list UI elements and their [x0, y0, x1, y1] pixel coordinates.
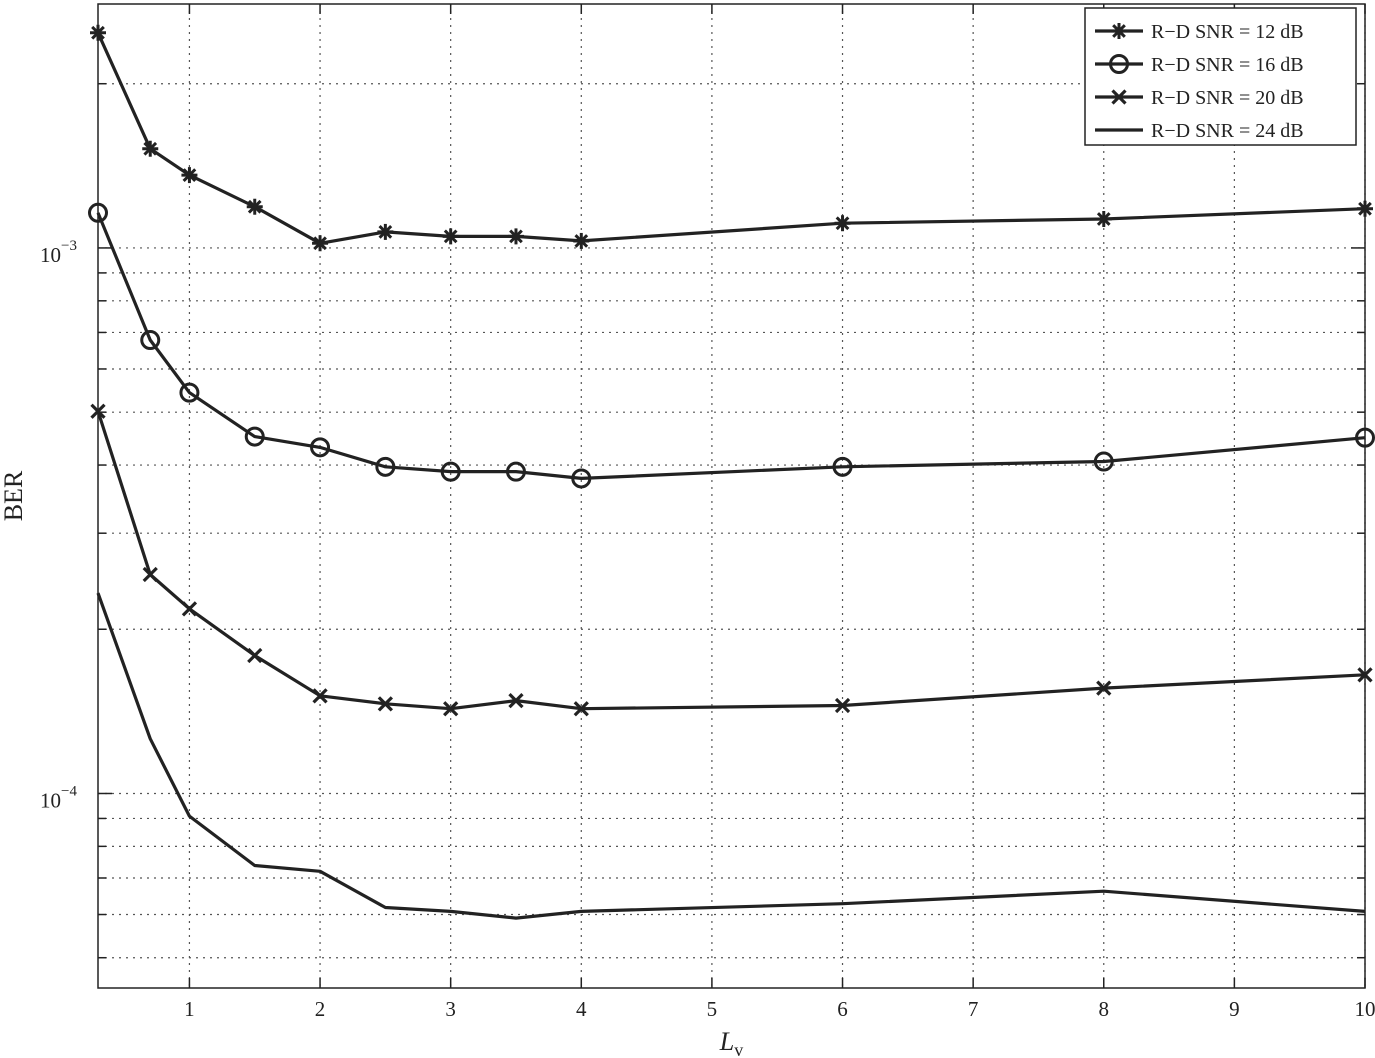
y-axis-label: BER: [0, 470, 28, 521]
x-axis-label-main: L: [719, 1027, 734, 1056]
data-point-marker-asterisk: [1095, 210, 1112, 227]
plot-frame: [97, 3, 1366, 989]
data-point-marker-circle: [375, 456, 396, 477]
data-point-marker-asterisk: [573, 232, 590, 249]
series-line: [96, 212, 1366, 480]
data-point-marker-circle: [1109, 54, 1129, 74]
x-tick-label: 1: [184, 997, 195, 1021]
data-point-marker-asterisk: [1111, 23, 1127, 39]
series-line: [96, 32, 1366, 245]
data-point-marker-asterisk: [246, 198, 263, 215]
legend-item-3: R−D SNR = 20 dB: [1095, 87, 1304, 109]
data-point-marker-asterisk: [181, 167, 198, 184]
y-tick-label: 10−3: [40, 238, 77, 267]
series-3: [90, 403, 1373, 717]
marker-stroke: [312, 688, 328, 704]
marker-stroke: [247, 647, 263, 664]
marker-stroke: [1096, 212, 1111, 226]
data-point-marker-x: [142, 566, 158, 583]
marker-stroke: [835, 216, 850, 231]
data-point-marker-x: [508, 692, 524, 709]
marker-stroke: [1096, 680, 1112, 696]
data-point-marker-x: [1096, 680, 1112, 696]
marker-stroke: [509, 229, 523, 244]
marker-stroke: [574, 234, 589, 248]
marker-stroke: [182, 168, 197, 182]
data-point-marker-circle: [832, 456, 853, 477]
data-point-marker-asterisk: [834, 215, 851, 232]
legend-label: R−D SNR = 20 dB: [1151, 87, 1304, 109]
x-tick-label: 10: [1355, 997, 1375, 1021]
y-tick-label-exponent: −4: [61, 783, 77, 799]
marker-stroke: [1112, 24, 1126, 38]
x-tick-label: 4: [576, 997, 587, 1021]
marker-stroke: [181, 601, 198, 617]
legend: R−D SNR = 12 dB R−D SNR = 16 dB R−D SNR = …: [1084, 7, 1357, 146]
x-tick-label: 8: [1099, 997, 1110, 1021]
x-tick-label: 6: [837, 997, 848, 1021]
data-point-marker-x: [443, 701, 459, 717]
data-point-marker-asterisk: [507, 228, 524, 245]
data-point-marker-circle: [505, 461, 526, 482]
y-tick-label: 10−4: [40, 783, 77, 812]
data-point-marker-asterisk: [312, 235, 329, 252]
marker-stroke: [377, 696, 393, 712]
marker-stroke: [143, 141, 158, 156]
series-line: [96, 592, 1366, 920]
data-point-marker-asterisk: [142, 140, 159, 157]
data-point-marker-circle: [179, 382, 200, 403]
data-point-marker-asterisk: [442, 228, 459, 245]
marker-stroke: [834, 697, 851, 714]
data-point-marker-x: [834, 697, 851, 714]
y-tick-label-base: 10: [40, 788, 61, 812]
data-point-marker-x: [1111, 89, 1127, 105]
x-tick-label: 7: [968, 997, 979, 1021]
data-point-marker-circle: [440, 461, 461, 482]
x-tick-label: 2: [315, 997, 326, 1021]
marker-stroke: [573, 701, 589, 717]
y-tick-label-exponent: −3: [61, 238, 77, 254]
x-tick-label: 9: [1229, 997, 1240, 1021]
data-point-marker-circle: [571, 468, 592, 489]
data-point-marker-asterisk: [377, 223, 394, 240]
legend-label: R−D SNR = 24 dB: [1151, 120, 1304, 142]
legend-item-4: R−D SNR = 24 dB: [1095, 120, 1304, 142]
legend-item-1: R−D SNR = 12 dB: [1095, 21, 1304, 43]
x-axis-label-subscript: v: [734, 1040, 743, 1058]
legend-items: R−D SNR = 12 dB R−D SNR = 16 dB R−D SNR = …: [1095, 21, 1304, 142]
data-point-marker-x: [312, 688, 328, 704]
marker-stroke: [1111, 89, 1127, 105]
marker-stroke: [443, 701, 459, 717]
grid-lines: [98, 4, 1366, 988]
legend-item-2: R−D SNR = 16 dB: [1095, 54, 1304, 76]
data-point-marker-circle: [140, 330, 161, 351]
marker-stroke: [378, 225, 393, 239]
marker-stroke: [508, 692, 524, 709]
marker-stroke: [142, 566, 158, 583]
data-point-marker-circle: [310, 437, 331, 458]
series-layer: [88, 24, 1375, 920]
legend-label: R−D SNR = 12 dB: [1151, 21, 1304, 43]
marker-stroke: [313, 236, 327, 251]
series-4: [96, 592, 1366, 920]
axis-ticks: [98, 4, 1366, 988]
data-point-marker-circle: [1093, 451, 1114, 472]
legend-label: R−D SNR = 16 dB: [1151, 54, 1304, 76]
x-axis-label: Lv: [719, 1027, 743, 1058]
y-tick-label-base: 10: [40, 243, 61, 267]
data-point-marker-x: [573, 701, 589, 717]
data-point-marker-x: [181, 601, 198, 617]
data-point-marker-x: [247, 647, 263, 664]
marker-stroke: [443, 229, 458, 244]
x-tick-label: 5: [707, 997, 718, 1021]
x-tick-label: 3: [445, 997, 456, 1021]
marker-stroke: [247, 199, 262, 214]
data-point-marker-x: [377, 696, 393, 712]
data-point-marker-circle: [244, 426, 265, 447]
series-2: [88, 202, 1375, 489]
